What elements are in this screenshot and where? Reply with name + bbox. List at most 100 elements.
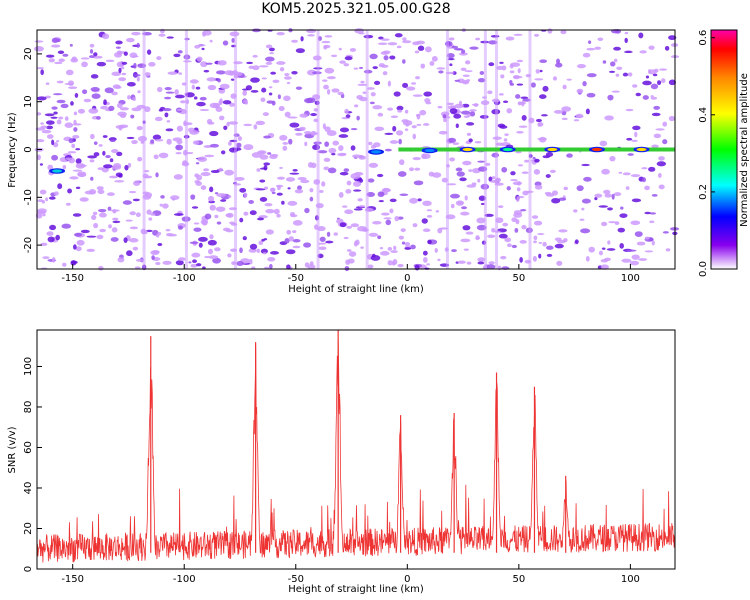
spectrogram-blob (469, 46, 479, 50)
spectrogram-blob (267, 257, 276, 262)
spectrogram-blob (437, 227, 443, 234)
spectrogram-blob (662, 231, 669, 234)
spectrogram-blob (324, 126, 331, 132)
spectrogram-blob (451, 249, 457, 253)
spectrogram-blob (581, 198, 591, 204)
spectrogram-blob (616, 66, 623, 70)
spectrogram-blob (359, 66, 364, 70)
spectrogram-blob (516, 197, 520, 202)
spectrogram-blob (55, 234, 60, 241)
spectrogram-blob (323, 157, 331, 162)
spectrogram-blob (126, 37, 135, 43)
y-tick-label: 20 (23, 522, 34, 535)
ridge-point-core (591, 147, 602, 152)
spectrogram-blob (457, 260, 466, 264)
spectrogram-blob (533, 220, 543, 226)
x-tick-label: 50 (512, 574, 525, 585)
spectrogram-blob (223, 125, 228, 131)
spectrogram-blob (224, 70, 234, 76)
spectrogram-blob (380, 250, 390, 256)
spectrogram-blob (209, 143, 219, 148)
spectrogram-blob (268, 47, 275, 52)
colorbar-gradient (710, 29, 738, 270)
spectrogram-blob (204, 256, 211, 259)
spectrogram-blob (506, 108, 513, 114)
spectrogram-blob (345, 114, 351, 118)
spectrogram-blob (69, 43, 73, 47)
spectrogram-blob (138, 135, 148, 142)
spectrogram-blob (51, 154, 59, 161)
spectrogram-blob (271, 100, 276, 106)
spectrogram-blob (61, 223, 72, 229)
spectrogram-blob (99, 212, 107, 218)
spectrogram-blob (73, 111, 78, 116)
spectrogram-blob (265, 44, 273, 49)
spectrogram-blob (198, 242, 203, 248)
spectrogram-blob (372, 221, 382, 225)
spectrogram-blob (191, 252, 201, 258)
spectrogram-blob (214, 214, 219, 219)
spectrogram-blob (413, 180, 424, 186)
spectrogram-blob (423, 123, 430, 126)
spectrogram-blob (214, 192, 219, 195)
spectrogram-blob (412, 133, 417, 140)
spectrogram-blob (479, 71, 485, 75)
spectrogram-blob (632, 84, 638, 88)
x-tick-label: -50 (288, 574, 304, 585)
spectrogram-blob (455, 167, 463, 172)
spectrogram-blob (164, 96, 172, 100)
spectrogram-blob (378, 200, 385, 203)
spectrogram-blob (549, 169, 556, 174)
spectrogram-blob (609, 155, 616, 162)
spectrogram-blob (155, 261, 161, 266)
spectrogram-blob (368, 162, 379, 168)
spectrogram-blob (387, 42, 398, 46)
spectrogram-blob (431, 56, 438, 62)
spectrogram-blob (382, 50, 391, 55)
spectrogram-blob (174, 94, 185, 99)
spectrogram-blob (257, 217, 265, 221)
spectrogram-blob (179, 100, 186, 104)
spectrogram-blob (130, 114, 135, 119)
spectrogram-blob (127, 95, 131, 100)
spectrogram-blob (437, 105, 443, 109)
spectrogram-blob (151, 255, 155, 260)
spectrogram-blob (285, 177, 296, 182)
spectrogram-blob (44, 113, 55, 117)
spectrogram-blob (477, 160, 486, 163)
spectrogram-blob (389, 198, 397, 203)
spectrogram-blob (178, 72, 183, 75)
spectrogram-blob (136, 76, 140, 82)
spectrogram-blob (288, 138, 293, 145)
spectrogram-streak (184, 30, 188, 269)
y-tick-label: 60 (23, 441, 34, 454)
spectrogram-blob (92, 55, 103, 59)
spectrogram-blob (324, 141, 330, 147)
spectrogram-blob (343, 236, 349, 240)
spectrogram-blob (258, 65, 269, 68)
spectrogram-blob (234, 176, 245, 181)
spectrogram-blob (649, 220, 655, 224)
ridge-point-core (502, 147, 513, 152)
spectrogram-blob (412, 223, 418, 228)
figure-title: KOM5.2025.321.05.00.G28 (261, 1, 451, 17)
spectrogram-blob (325, 240, 334, 244)
spectrogram-blob (263, 162, 271, 166)
spectrogram-blob (421, 153, 431, 159)
spectrogram-blob (249, 243, 258, 250)
spectrogram-blob (367, 87, 375, 90)
spectrogram-blob (629, 260, 640, 266)
spectrogram-blob (404, 242, 411, 247)
spectrogram-blob (135, 212, 141, 218)
spectrogram-blob (627, 72, 633, 77)
spectrogram-blob (608, 70, 616, 73)
spectrogram-blob (658, 172, 662, 178)
spectrogram-blob (424, 46, 432, 53)
spectrogram-blob (515, 219, 520, 225)
spectrogram-blob (231, 38, 235, 43)
spectrogram-blob (154, 116, 163, 122)
spectrogram-blob (458, 201, 463, 205)
spectrogram-blob (377, 112, 384, 117)
spectrogram-blob (326, 88, 331, 95)
spectrogram-blob (519, 256, 523, 263)
